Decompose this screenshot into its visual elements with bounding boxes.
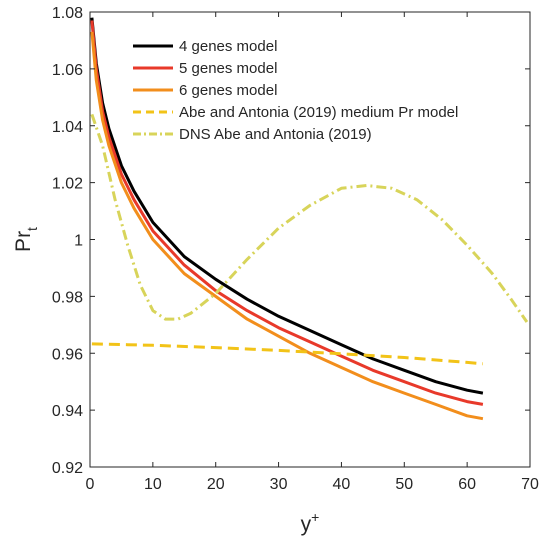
x-tick-label: 10: [144, 476, 162, 493]
x-tick-label: 60: [458, 476, 476, 493]
legend-label-5: DNS Abe and Antonia (2019): [179, 126, 372, 143]
x-axis-label: y+: [301, 509, 320, 536]
y-tick-label: 1.02: [52, 176, 83, 193]
y-tick-label: 0.98: [52, 289, 83, 306]
y-axis-label: Prt: [12, 227, 40, 252]
legend-label-3: 6 genes model: [179, 82, 277, 99]
y-axis-label-subscript: t: [24, 227, 40, 231]
axis-ticks: 0 10 20 30 40 50 60 70 0.92 0.94 0.96 0.98 1 1.02 1.04…: [52, 5, 539, 493]
x-tick-label: 50: [395, 476, 413, 493]
x-tick-label: 20: [207, 476, 225, 493]
y-tick-label: 0.96: [52, 346, 83, 363]
x-axis-label-superscript: +: [311, 509, 319, 525]
legend-label-2: 5 genes model: [179, 60, 277, 77]
x-tick-label: 0: [86, 476, 95, 493]
series-line-5: [90, 113, 529, 323]
y-tick-label: 0.94: [52, 403, 83, 420]
series-line-1: [90, 17, 484, 395]
y-tick-label: 0.92: [52, 460, 83, 477]
x-tick-label: 70: [521, 476, 539, 493]
series-layer: [90, 17, 529, 421]
legend-label-1: 4 genes model: [179, 38, 277, 55]
y-tick-label: 1.06: [52, 62, 83, 79]
series-line-4: [91, 342, 484, 366]
x-tick-label: 30: [270, 476, 288, 493]
y-tick-label: 1.04: [52, 119, 83, 136]
legend: 4 genes model 5 genes model 6 genes model A…: [133, 38, 458, 143]
y-axis-label-main: Pr: [12, 231, 35, 252]
series-line-3: [90, 31, 484, 421]
legend-label-4: Abe and Antonia (2019) medium Pr model: [179, 104, 458, 121]
y-tick-label: 1: [74, 233, 83, 250]
x-axis-label-main: y: [301, 513, 312, 536]
series-line-2: [90, 20, 484, 406]
y-tick-label: 1.08: [52, 5, 83, 22]
x-tick-label: 40: [333, 476, 351, 493]
